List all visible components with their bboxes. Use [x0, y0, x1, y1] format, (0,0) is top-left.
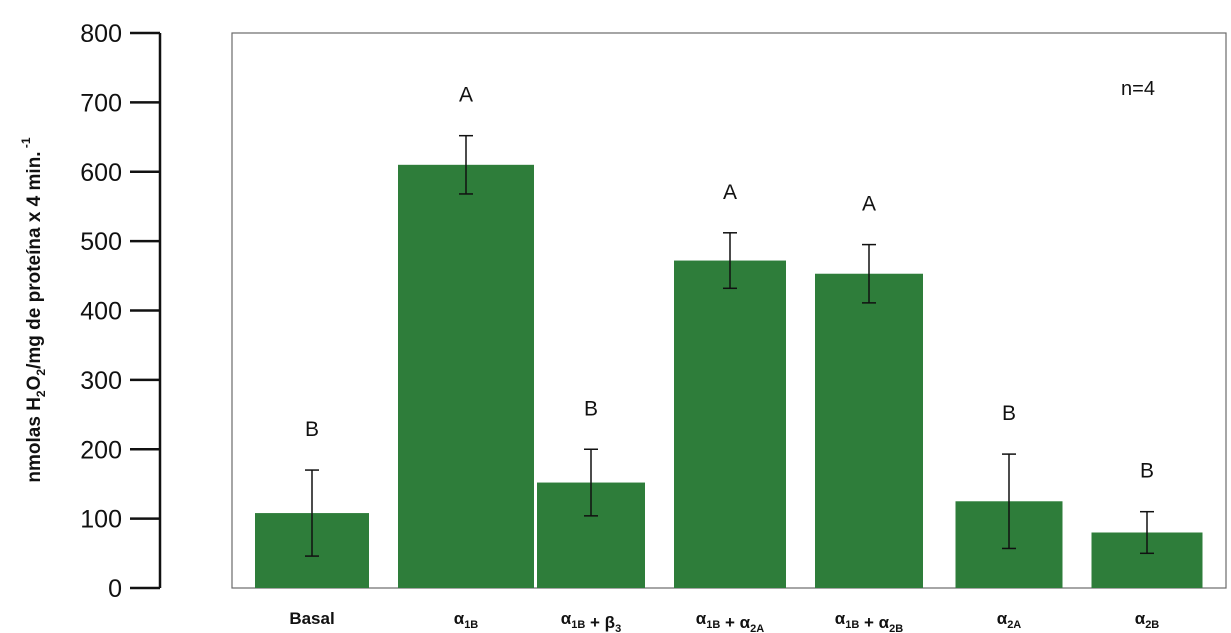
- bar: [674, 260, 786, 588]
- bar: [815, 273, 923, 588]
- bar: [398, 164, 534, 588]
- y-tick-label: 0: [108, 575, 122, 603]
- y-tick-label: 100: [80, 506, 122, 534]
- significance-label: B: [584, 397, 598, 420]
- significance-label: B: [1140, 460, 1154, 483]
- x-tick-label: α1B + α2B: [835, 609, 903, 633]
- y-tick-label: 600: [80, 159, 122, 187]
- y-tick-label: 200: [80, 436, 122, 464]
- x-tick-label: α2A: [997, 609, 1022, 631]
- x-tick-label: α2B: [1135, 609, 1160, 631]
- y-tick-label: 500: [80, 228, 122, 256]
- significance-label: A: [862, 193, 876, 216]
- significance-label: A: [723, 181, 737, 204]
- x-tick-label: α1B: [454, 609, 479, 631]
- x-tick-label: Basal: [289, 609, 334, 628]
- x-tick-label: α1B + α2A: [696, 609, 764, 633]
- y-tick-label: 800: [80, 20, 122, 48]
- y-axis-label: nmolas H2O2/mg de proteína x 4 min. -1: [19, 137, 48, 483]
- x-tick-label: α1B + β3: [561, 609, 621, 633]
- significance-label: B: [305, 418, 319, 441]
- sample-size-annotation: n=4: [1121, 78, 1155, 100]
- y-tick-label: 400: [80, 298, 122, 326]
- y-tick-label: 300: [80, 367, 122, 395]
- significance-label: B: [1002, 402, 1016, 425]
- significance-label: A: [459, 84, 473, 107]
- y-tick-label: 700: [80, 89, 122, 117]
